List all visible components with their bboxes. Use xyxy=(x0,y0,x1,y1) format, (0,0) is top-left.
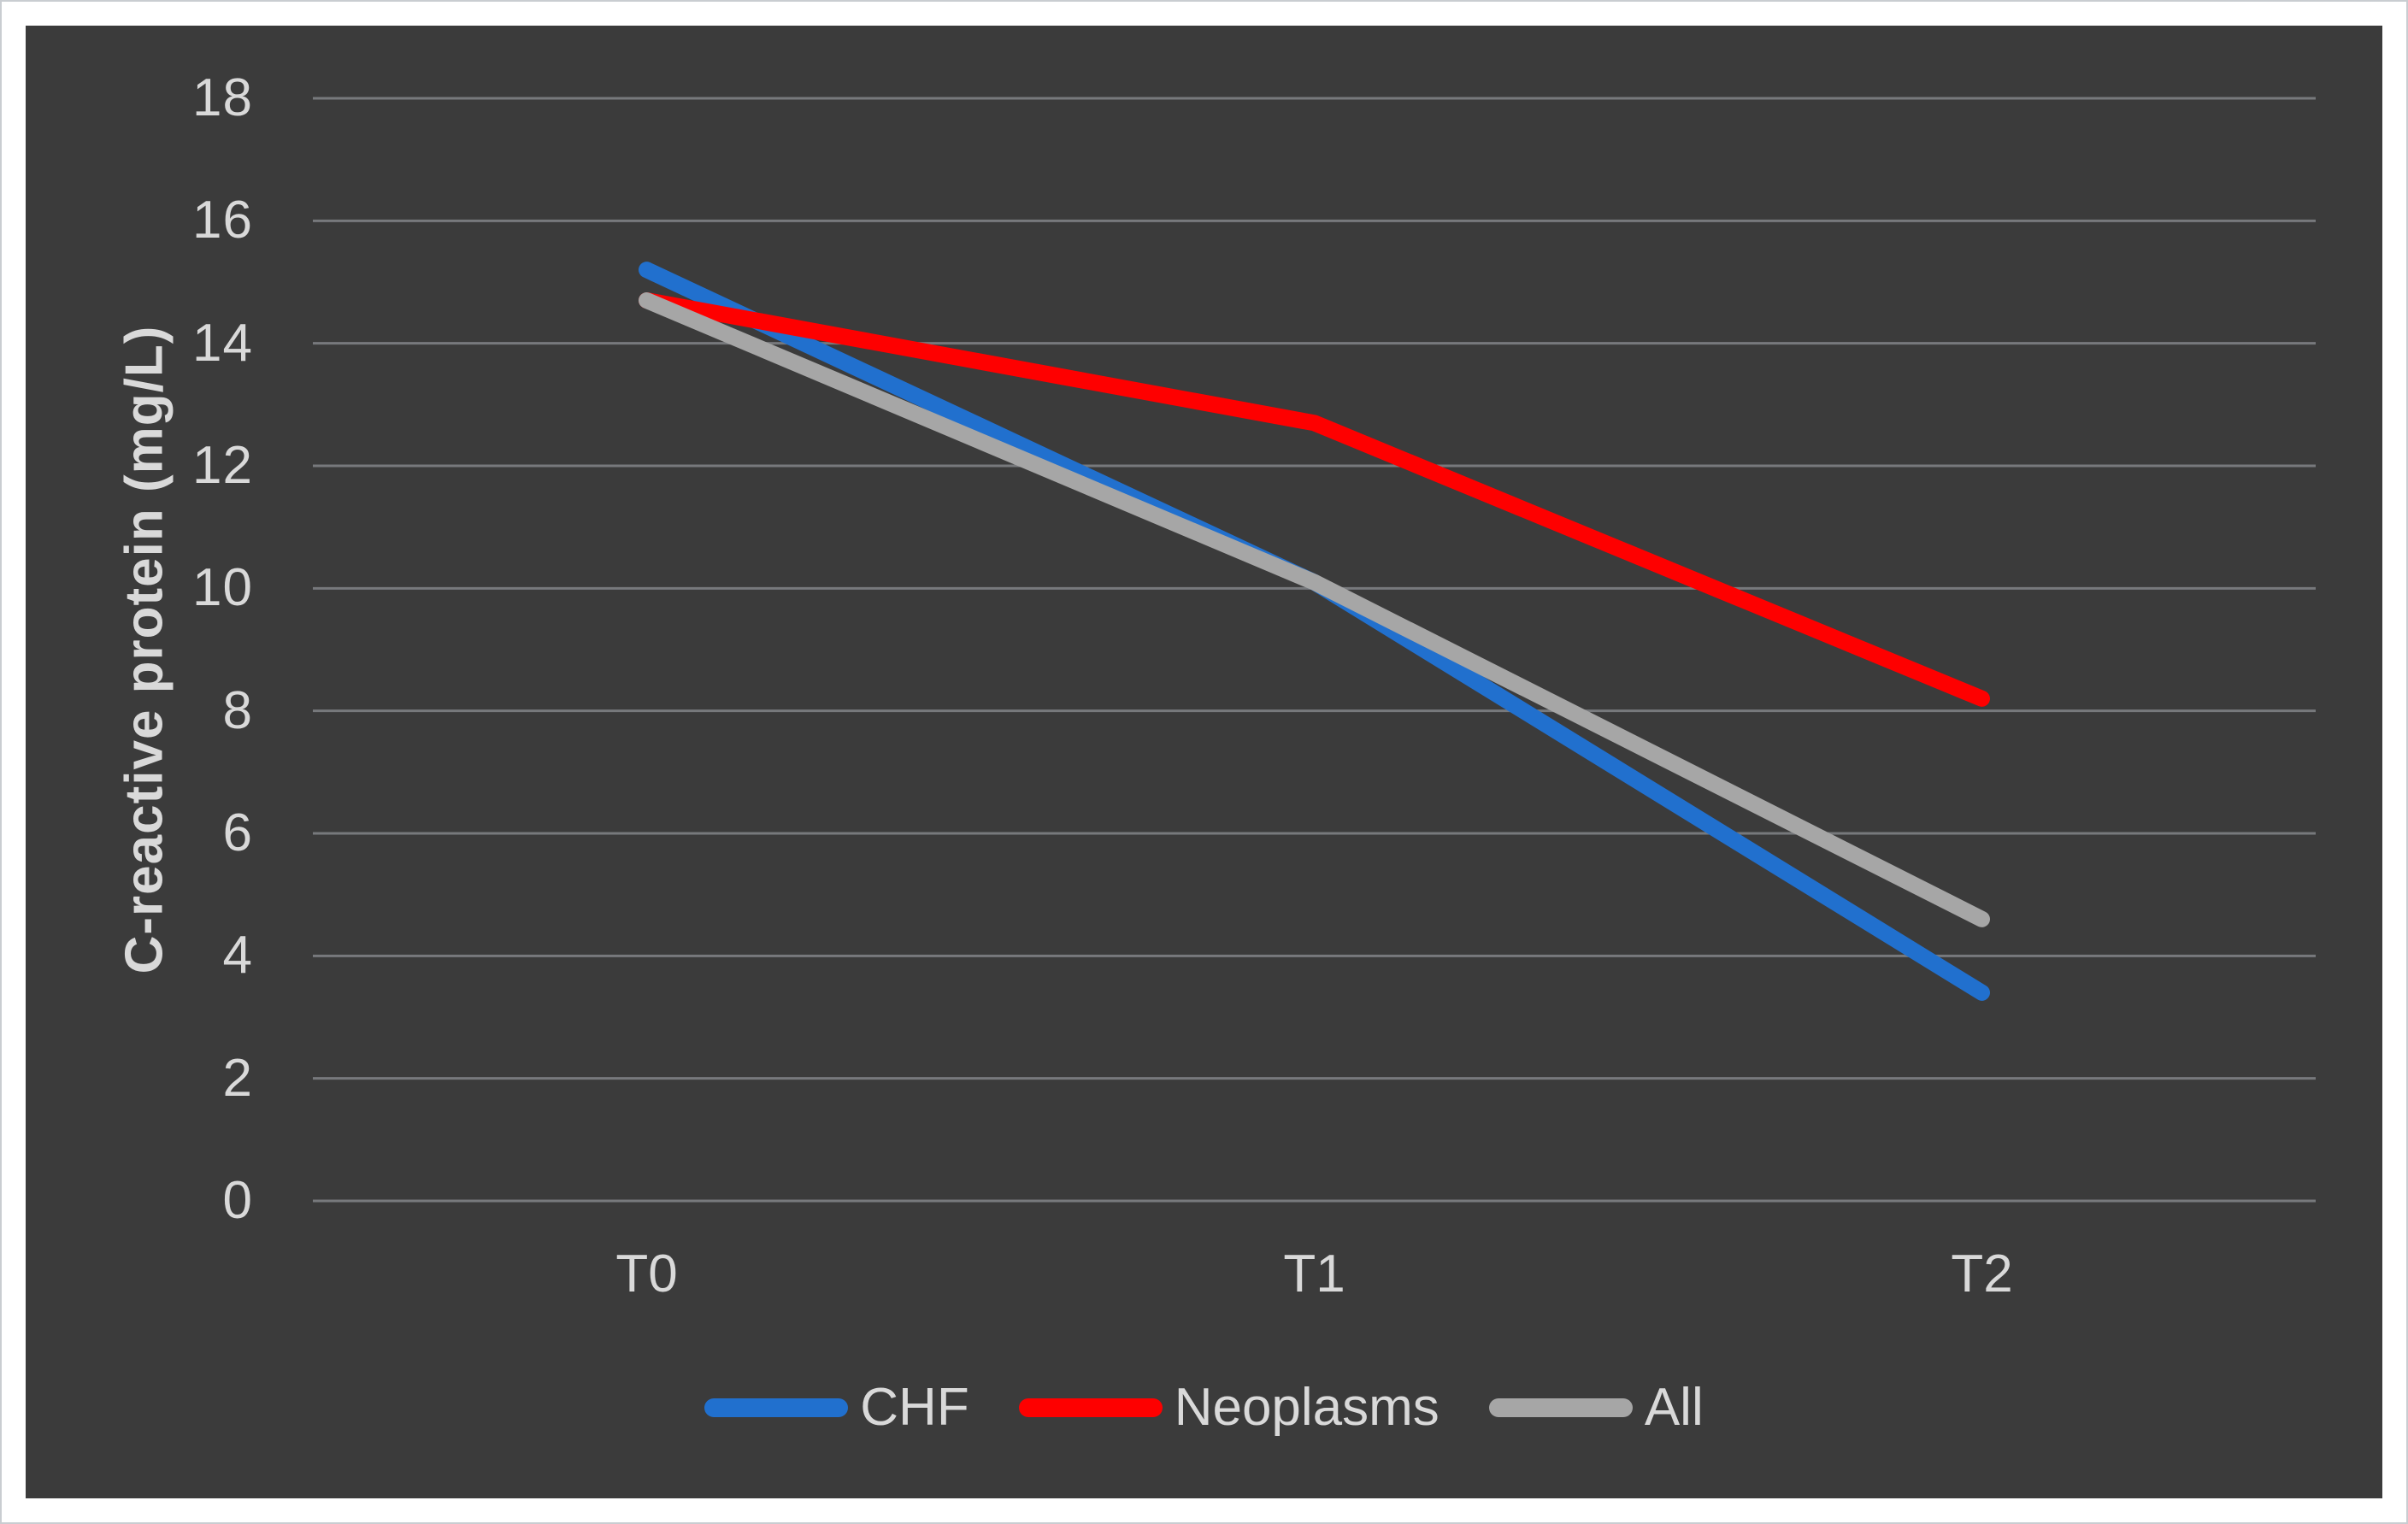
y-tick-label: 2 xyxy=(222,1048,253,1108)
y-tick-label: 14 xyxy=(192,313,253,373)
x-category-label-t2: T2 xyxy=(1951,1245,2013,1303)
x-category-label-t0: T0 xyxy=(615,1245,678,1303)
y-tick-label: 4 xyxy=(222,926,253,986)
y-tick-label: 12 xyxy=(192,436,253,495)
x-category-label-t1: T1 xyxy=(1283,1245,1345,1303)
legend-swatch-neoplasms xyxy=(1018,1398,1163,1417)
data-series-lines xyxy=(639,262,1990,1001)
legend-item-chf: CHF xyxy=(704,1378,969,1437)
y-tick-label: 6 xyxy=(222,803,253,862)
legend: CHF Neoplasms All xyxy=(26,1376,2382,1439)
legend-label: All xyxy=(1644,1378,1704,1437)
legend-item-all: All xyxy=(1488,1378,1704,1437)
y-tick-label: 10 xyxy=(192,558,253,618)
y-tick-label: 16 xyxy=(192,191,253,250)
legend-label: Neoplasms xyxy=(1174,1378,1440,1437)
gridlines xyxy=(313,97,2316,1203)
y-axis-title: C-reactive protein (mg/L) xyxy=(115,325,174,974)
y-tick-label: 8 xyxy=(222,680,253,740)
legend-item-neoplasms: Neoplasms xyxy=(1018,1378,1440,1437)
legend-swatch-all xyxy=(1488,1398,1633,1417)
y-tick-label: 0 xyxy=(222,1171,253,1230)
series-line-all xyxy=(639,292,1990,927)
series-line-neoplasms xyxy=(639,292,1990,707)
y-tick-label: 18 xyxy=(192,68,253,127)
plot-background xyxy=(26,26,2382,1498)
legend-label: CHF xyxy=(860,1378,969,1437)
legend-swatch-chf xyxy=(704,1398,849,1417)
